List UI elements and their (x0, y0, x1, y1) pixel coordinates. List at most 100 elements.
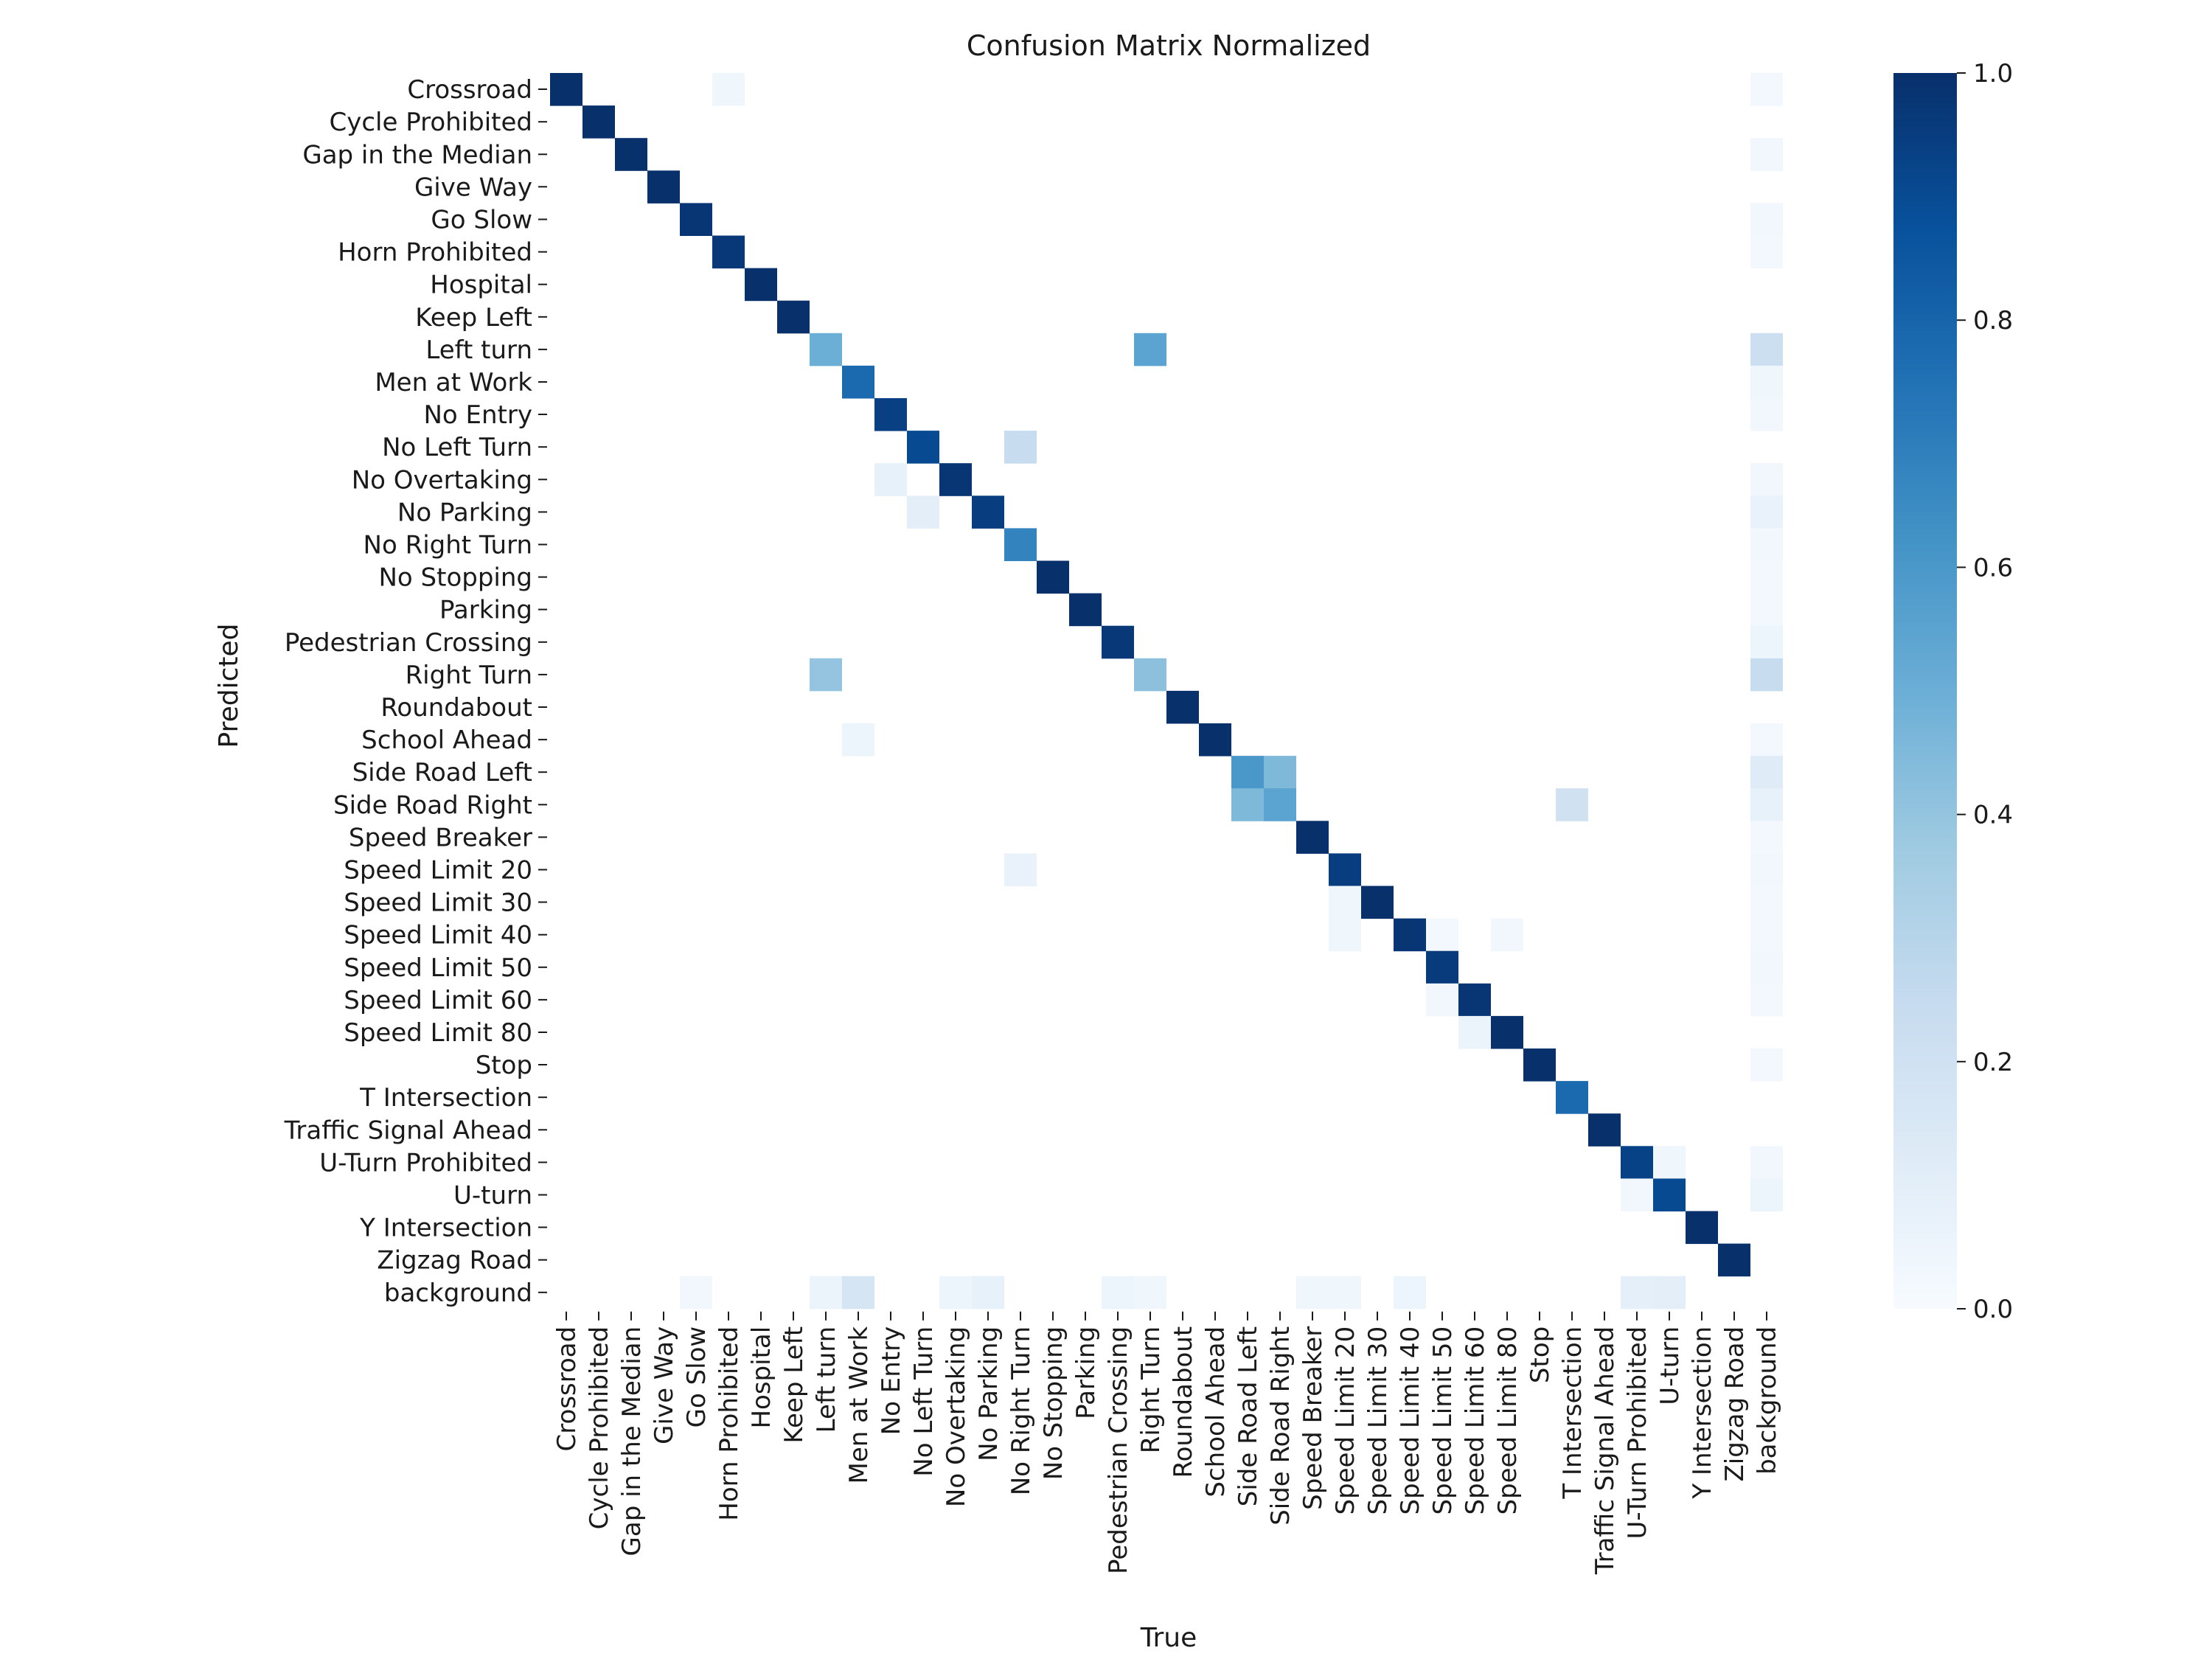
y-tick-label: background (384, 1279, 532, 1308)
heatmap-cell (1750, 625, 1783, 659)
y-tick-label: Speed Limit 20 (344, 856, 532, 886)
heatmap-cell (1653, 1178, 1686, 1211)
heatmap-cell (680, 1276, 712, 1310)
heatmap-cell (1750, 658, 1783, 692)
heatmap-cell (1556, 1081, 1588, 1114)
x-tick-label: Go Slow (682, 1326, 712, 1428)
y-tick-label: Hospital (430, 271, 532, 300)
x-tick-label: Left turn (812, 1326, 841, 1433)
y-tick-label: Zigzag Road (377, 1246, 532, 1276)
y-tick-label: U-Turn Prohibited (319, 1148, 532, 1178)
x-tick-label: T Intersection (1558, 1326, 1587, 1500)
heatmap-cell (1750, 203, 1783, 236)
x-tick-label: Stop (1526, 1326, 1555, 1383)
x-tick-label: Parking (1071, 1326, 1101, 1419)
colorbar-tick-label: 0.2 (1973, 1048, 2013, 1077)
y-tick-label: No Left Turn (382, 433, 532, 462)
y-tick-label: Give Way (414, 173, 532, 202)
heatmap-cell (1426, 918, 1458, 952)
heatmap-cell (810, 1276, 842, 1310)
heatmap-cell (1750, 593, 1783, 627)
y-tick-label: No Parking (397, 498, 532, 527)
y-tick-label: Side Road Right (333, 790, 532, 820)
heatmap-cell (972, 495, 1004, 529)
y-tick-label: Go Slow (431, 206, 532, 235)
heatmap-cell (1231, 756, 1264, 789)
heatmap-cell (907, 495, 939, 529)
x-tick-label: Speed Limit 40 (1396, 1326, 1425, 1515)
y-tick-label: T Intersection (359, 1083, 532, 1113)
heatmap-cell (1750, 821, 1783, 854)
heatmap-cell (1653, 1276, 1686, 1310)
y-tick-label: Traffic Signal Ahead (284, 1116, 532, 1145)
y-tick-labels: Crossroad Cycle Prohibited Gap in the Medi… (284, 75, 547, 1308)
heatmap-cell (1426, 950, 1458, 984)
heatmap-cell (1588, 1113, 1621, 1147)
y-tick-label: Side Road Left (352, 758, 532, 787)
x-tick-label: Speed Breaker (1298, 1326, 1328, 1510)
x-tick-label: No Stopping (1039, 1326, 1068, 1481)
heatmap-cell (939, 1276, 972, 1310)
heatmap-cell (810, 658, 842, 692)
x-tick-label: Speed Limit 30 (1363, 1326, 1393, 1515)
heatmap-cell (842, 723, 874, 757)
heatmap-cell (680, 203, 712, 236)
heatmap-cell (1750, 723, 1783, 757)
heatmap-cell (1750, 333, 1783, 366)
heatmap-cell (1750, 983, 1783, 1017)
heatmap-cell (1004, 853, 1037, 886)
heatmap-cell (1069, 593, 1102, 627)
x-tick-label: Pedestrian Crossing (1104, 1326, 1133, 1574)
heatmap-cell (712, 235, 745, 269)
y-tick-label: No Stopping (379, 563, 533, 593)
x-tick-label: Speed Limit 60 (1461, 1326, 1490, 1515)
y-tick-label: Y Intersection (359, 1214, 532, 1243)
heatmap-cell (842, 365, 874, 399)
colorbar-tick-label: 0.4 (1973, 801, 2013, 830)
y-tick-label: Speed Breaker (349, 823, 532, 852)
y-tick-label: Left turn (425, 335, 532, 365)
heatmap-cell (1750, 1048, 1783, 1082)
y-tick-label: Crossroad (407, 75, 532, 105)
heatmap-cell (1004, 431, 1037, 464)
heatmap-cell (1134, 1276, 1166, 1310)
heatmap-cell (1750, 73, 1783, 106)
heatmap-cell (1750, 1178, 1783, 1211)
x-tick-label: Hospital (747, 1326, 776, 1429)
heatmap-cell (1686, 1211, 1718, 1245)
colorbar (1893, 73, 1957, 1309)
x-tick-label: Gap in the Median (617, 1326, 647, 1557)
y-tick-label: Speed Limit 60 (344, 986, 532, 1015)
heatmap-cell (1750, 138, 1783, 171)
x-axis-label: True (1140, 1623, 1197, 1653)
heatmap-cell (1621, 1276, 1653, 1310)
x-tick-label: Roundabout (1169, 1326, 1198, 1478)
heatmap-cell (1329, 918, 1361, 952)
x-tick-label: U-Turn Prohibited (1623, 1326, 1652, 1540)
y-tick-label: Horn Prohibited (338, 238, 532, 268)
x-tick-label: Cycle Prohibited (585, 1326, 614, 1530)
y-tick-label: Speed Limit 50 (344, 953, 532, 983)
x-tick-label: Horn Prohibited (714, 1326, 744, 1521)
y-tick-label: Roundabout (380, 693, 532, 723)
colorbar-tick-label: 1.0 (1973, 59, 2013, 88)
heatmap-cell (1750, 1146, 1783, 1179)
colorbar-tick-label: 0.0 (1973, 1295, 2013, 1324)
y-tick-label: U-turn (453, 1181, 532, 1211)
heatmap-cell (1491, 918, 1523, 952)
chart-title: Confusion Matrix Normalized (967, 29, 1371, 62)
colorbar-tick-label: 0.6 (1973, 553, 2013, 582)
y-tick-label: Men at Work (375, 368, 532, 397)
heatmap-cell (1750, 528, 1783, 561)
heatmap-cell (1361, 886, 1394, 919)
heatmap-cell (1621, 1146, 1653, 1179)
heatmap-cell (907, 431, 939, 464)
heatmap-cell (1621, 1178, 1653, 1211)
heatmap-cell (972, 1276, 1004, 1310)
heatmap-cell (1166, 690, 1199, 724)
y-axis-label: Predicted (214, 624, 244, 748)
heatmap-cell (712, 73, 745, 106)
x-tick-labels: Crossroad Cycle Prohibited Gap in the Medi… (552, 1311, 1782, 1575)
heatmap-cell (1750, 886, 1783, 919)
